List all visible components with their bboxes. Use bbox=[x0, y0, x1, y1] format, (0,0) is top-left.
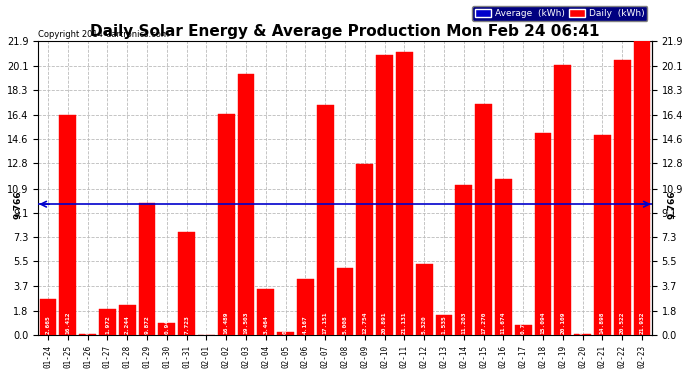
Bar bbox=[455, 185, 472, 335]
Legend: Average  (kWh), Daily  (kWh): Average (kWh), Daily (kWh) bbox=[472, 6, 647, 21]
Text: 14.898: 14.898 bbox=[600, 311, 605, 334]
Bar bbox=[396, 52, 413, 335]
Bar bbox=[218, 114, 235, 335]
Text: 4.167: 4.167 bbox=[303, 315, 308, 334]
Title: Daily Solar Energy & Average Production Mon Feb 24 06:41: Daily Solar Energy & Average Production … bbox=[90, 24, 600, 39]
Text: 2.244: 2.244 bbox=[125, 315, 130, 334]
Bar bbox=[574, 333, 591, 335]
Bar bbox=[178, 232, 195, 335]
Text: 21.131: 21.131 bbox=[402, 311, 407, 334]
Bar bbox=[594, 135, 611, 335]
Text: 9.872: 9.872 bbox=[144, 315, 150, 334]
Text: 5.008: 5.008 bbox=[342, 315, 348, 334]
Text: 0.943: 0.943 bbox=[164, 315, 169, 334]
Bar bbox=[119, 305, 136, 335]
Bar bbox=[554, 66, 571, 335]
Bar bbox=[416, 264, 433, 335]
Text: 3.464: 3.464 bbox=[264, 315, 268, 334]
Text: 20.109: 20.109 bbox=[560, 311, 565, 334]
Bar bbox=[376, 55, 393, 335]
Bar bbox=[317, 105, 334, 335]
Bar bbox=[159, 322, 175, 335]
Bar bbox=[495, 178, 512, 335]
Text: Copyright 2014 Cartronics.com: Copyright 2014 Cartronics.com bbox=[38, 30, 169, 39]
Bar bbox=[277, 333, 294, 335]
Bar bbox=[237, 74, 255, 335]
Bar bbox=[356, 164, 373, 335]
Text: 19.503: 19.503 bbox=[244, 311, 248, 334]
Bar bbox=[79, 334, 96, 335]
Bar bbox=[39, 300, 57, 335]
Bar bbox=[633, 41, 651, 335]
Bar bbox=[257, 289, 274, 335]
Bar bbox=[613, 60, 631, 335]
Text: 11.674: 11.674 bbox=[501, 311, 506, 334]
Text: 0.202: 0.202 bbox=[283, 315, 288, 334]
Text: 17.151: 17.151 bbox=[323, 311, 328, 334]
Bar bbox=[139, 203, 155, 335]
Text: 21.932: 21.932 bbox=[640, 311, 644, 334]
Text: 0.127: 0.127 bbox=[580, 315, 585, 334]
Bar bbox=[535, 133, 551, 335]
Text: 2.665: 2.665 bbox=[46, 315, 50, 334]
Text: 16.489: 16.489 bbox=[224, 311, 228, 334]
Text: 7.723: 7.723 bbox=[184, 315, 189, 334]
Text: 5.320: 5.320 bbox=[422, 315, 426, 334]
Bar bbox=[297, 279, 314, 335]
Text: 15.094: 15.094 bbox=[540, 311, 546, 334]
Text: 0.078: 0.078 bbox=[85, 315, 90, 334]
Text: 9.766: 9.766 bbox=[14, 190, 23, 219]
Bar bbox=[435, 315, 453, 335]
Text: 0.732: 0.732 bbox=[521, 315, 526, 334]
Bar bbox=[475, 104, 492, 335]
Text: 16.412: 16.412 bbox=[66, 311, 70, 334]
Text: 9.766: 9.766 bbox=[667, 190, 676, 219]
Bar bbox=[515, 326, 531, 335]
Text: 0.000: 0.000 bbox=[204, 315, 209, 334]
Bar bbox=[59, 115, 77, 335]
Bar bbox=[337, 268, 353, 335]
Text: 17.270: 17.270 bbox=[481, 311, 486, 334]
Text: 1.535: 1.535 bbox=[442, 315, 446, 334]
Text: 11.203: 11.203 bbox=[462, 311, 466, 334]
Text: 12.754: 12.754 bbox=[362, 311, 367, 334]
Bar bbox=[99, 309, 116, 335]
Text: 1.972: 1.972 bbox=[105, 315, 110, 334]
Text: 20.891: 20.891 bbox=[382, 311, 387, 334]
Text: 20.522: 20.522 bbox=[620, 311, 624, 334]
